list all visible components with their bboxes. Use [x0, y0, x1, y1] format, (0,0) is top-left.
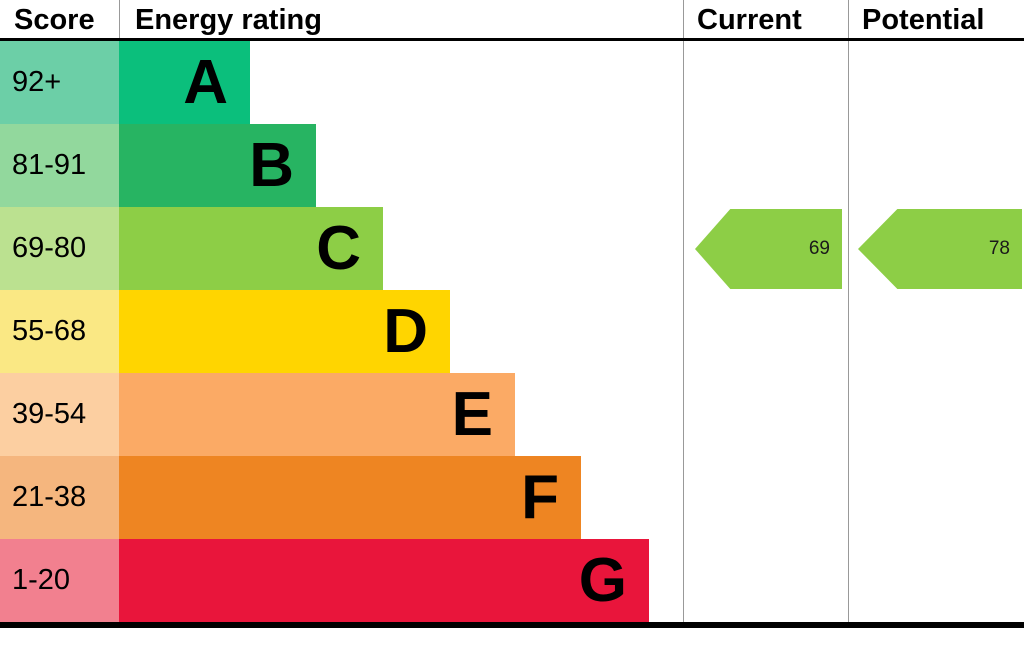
band-row-b: 81-91 B — [0, 124, 683, 207]
energy-rating-column-header: Energy rating — [135, 4, 322, 36]
band-bar-f: F — [119, 456, 581, 539]
score-column-header: Score — [14, 4, 95, 36]
current-rating-value: 69 — [808, 238, 830, 259]
band-bar-c: C — [119, 207, 383, 290]
score-range-g: 1-20 — [0, 539, 119, 622]
band-row-g: 1-20 G — [0, 539, 683, 622]
score-column-divider — [119, 0, 120, 38]
current-column-header: Current — [697, 4, 802, 36]
band-row-c: 69-80 C — [0, 207, 683, 290]
band-letter-g: G — [578, 545, 627, 615]
potential-rating-value: 78 — [988, 238, 1010, 259]
potential-column-header: Potential — [862, 4, 985, 36]
score-range-a: 92+ — [0, 41, 119, 124]
band-letter-c: C — [316, 213, 361, 283]
band-letter-b: B — [249, 130, 294, 200]
potential-column-divider — [848, 0, 849, 622]
chart-bottom-line — [0, 622, 1024, 628]
potential-rating-arrow: 78 — [858, 209, 1022, 289]
band-row-e: 39-54 E — [0, 373, 683, 456]
band-letter-a: A — [183, 47, 228, 117]
score-range-b: 81-91 — [0, 124, 119, 207]
band-row-a: 92+ A — [0, 41, 683, 124]
band-bar-g: G — [119, 539, 649, 622]
band-letter-e: E — [451, 379, 493, 449]
band-letter-d: D — [383, 296, 428, 366]
band-row-f: 21-38 F — [0, 456, 683, 539]
band-bar-d: D — [119, 290, 450, 373]
score-range-f: 21-38 — [0, 456, 119, 539]
score-range-d: 55-68 — [0, 290, 119, 373]
band-letter-f: F — [521, 462, 559, 532]
score-range-e: 39-54 — [0, 373, 119, 456]
band-bar-e: E — [119, 373, 515, 456]
current-column-divider — [683, 0, 684, 622]
band-row-d: 55-68 D — [0, 290, 683, 373]
current-rating-arrow: 69 — [695, 209, 842, 289]
band-bar-a: A — [119, 41, 250, 124]
score-range-c: 69-80 — [0, 207, 119, 290]
header-underline — [0, 38, 1024, 41]
band-bar-b: B — [119, 124, 316, 207]
